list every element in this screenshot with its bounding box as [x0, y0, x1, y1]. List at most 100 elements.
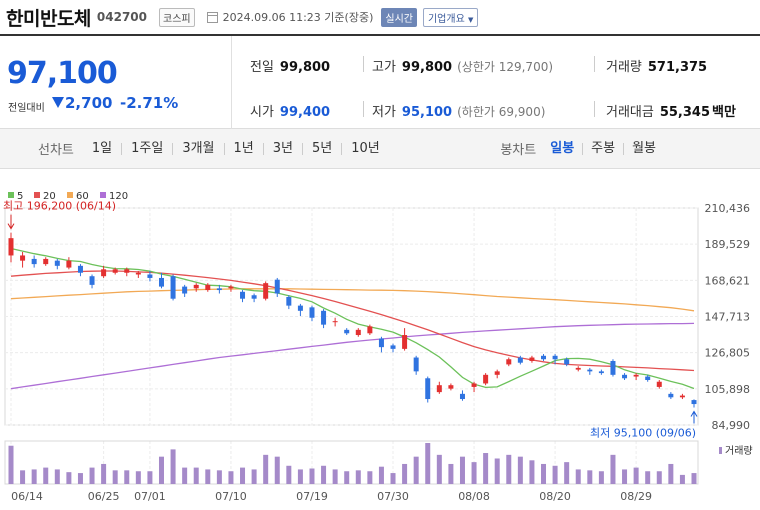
candle-body — [170, 276, 176, 299]
candle-body — [43, 258, 49, 265]
candle — [66, 257, 72, 270]
candle-chart-label: 봉차트 — [500, 143, 537, 158]
high-label: 고가 — [372, 60, 396, 75]
line-chart-label: 선차트 — [38, 143, 74, 158]
legend-swatch — [100, 192, 106, 198]
candle-body — [240, 291, 246, 299]
candle-body — [529, 357, 535, 361]
candle — [297, 303, 303, 317]
y-tick-label: 105,898 — [705, 383, 751, 396]
volume-bar — [529, 460, 535, 484]
candle-body — [598, 371, 604, 374]
x-tick-label: 06/14 — [11, 490, 43, 503]
period-1y[interactable]: 1년 — [223, 142, 263, 155]
candle — [378, 336, 384, 353]
high-value: 99,800 — [401, 60, 453, 75]
company-info-button[interactable]: 기업개요 ▼ — [422, 7, 479, 27]
candle — [517, 355, 523, 365]
candle-body — [147, 274, 153, 278]
candle-body — [101, 269, 107, 277]
legend-label: 5 — [17, 191, 23, 202]
period-10y[interactable]: 10년 — [341, 142, 389, 155]
candle-body — [251, 295, 257, 299]
volume-bar — [101, 463, 107, 484]
stock-name: 한미반도체 — [6, 7, 91, 30]
candle-weekly[interactable]: 주봉 — [582, 142, 623, 155]
candle-body — [112, 269, 118, 273]
volume-bar — [390, 473, 396, 484]
y-tick-label: 126,805 — [705, 347, 751, 360]
volume-bar — [263, 454, 269, 484]
price-change-value: 2,700 — [65, 94, 113, 112]
calendar-icon — [206, 11, 218, 23]
volume-bar — [205, 469, 211, 484]
x-tick-label: 07/10 — [215, 490, 247, 503]
high-annotation: 최고 196,200 (06/14) — [3, 200, 116, 213]
candle-body — [77, 265, 83, 273]
volume-bar — [170, 449, 176, 484]
divider — [363, 101, 364, 117]
period-1w[interactable]: 1주일 — [121, 142, 172, 155]
volume-bar — [471, 462, 477, 484]
candle-body — [668, 393, 674, 398]
candle — [309, 305, 315, 322]
candle-body — [436, 385, 442, 393]
candle — [633, 373, 639, 381]
volume-bar — [8, 445, 14, 484]
ma5-line — [10, 247, 695, 390]
candle-body — [494, 371, 500, 375]
candle — [158, 272, 164, 289]
candle — [390, 343, 396, 353]
stock-header: 한미반도체 042700 코스피 2024.09.06 11:23 기준(장중)… — [0, 0, 760, 34]
candle — [216, 284, 222, 294]
volume-bar — [20, 470, 26, 484]
legend-label: 20 — [43, 191, 56, 202]
period-3m[interactable]: 3개월 — [172, 142, 223, 155]
candle-body — [205, 284, 211, 291]
volume-bar — [494, 458, 500, 484]
period-5y[interactable]: 5년 — [302, 142, 341, 155]
volume-bar — [332, 469, 338, 484]
candle — [31, 255, 37, 268]
x-tick-label: 07/19 — [296, 490, 328, 503]
candle-body — [483, 374, 489, 384]
candle — [193, 283, 199, 292]
volume-bar — [552, 465, 558, 484]
realtime-button[interactable]: 실시간 — [381, 7, 417, 27]
ma120-line — [10, 322, 695, 390]
volume-bar — [633, 467, 639, 484]
candle-body — [622, 374, 628, 379]
candle-monthly[interactable]: 월봉 — [623, 142, 664, 155]
candle-body — [679, 395, 685, 398]
candle-body — [691, 400, 697, 405]
candle-body — [332, 321, 338, 323]
candle — [135, 271, 141, 278]
low-value: 95,100 — [401, 105, 453, 120]
candle — [448, 383, 454, 391]
legend-label: 60 — [76, 191, 89, 202]
volume-bar — [135, 471, 141, 484]
period-1d[interactable]: 1일 — [91, 140, 113, 156]
candle-body — [344, 329, 350, 334]
candle-body — [575, 367, 581, 370]
candle-daily[interactable]: 일봉 — [550, 140, 575, 156]
divider — [594, 56, 595, 72]
candle-body — [124, 269, 130, 273]
volume-bar — [645, 471, 651, 484]
candle-body — [367, 326, 373, 334]
candle — [645, 374, 651, 382]
candle — [541, 354, 547, 361]
volume-bar — [240, 467, 246, 484]
low-annotation: 최저 95,100 (09/06) — [590, 427, 696, 440]
candle — [147, 271, 153, 282]
candle — [8, 232, 14, 263]
candle-body — [263, 283, 269, 299]
volume-bar — [598, 471, 604, 484]
x-tick-label: 06/25 — [88, 490, 120, 503]
period-3y[interactable]: 3년 — [262, 142, 302, 155]
candle-body — [459, 393, 465, 400]
amount-unit: 백만 — [712, 105, 736, 120]
high-price: 고가 99,800 (상한가 129,700) — [372, 56, 553, 75]
candle — [506, 357, 512, 367]
divider — [594, 101, 595, 117]
